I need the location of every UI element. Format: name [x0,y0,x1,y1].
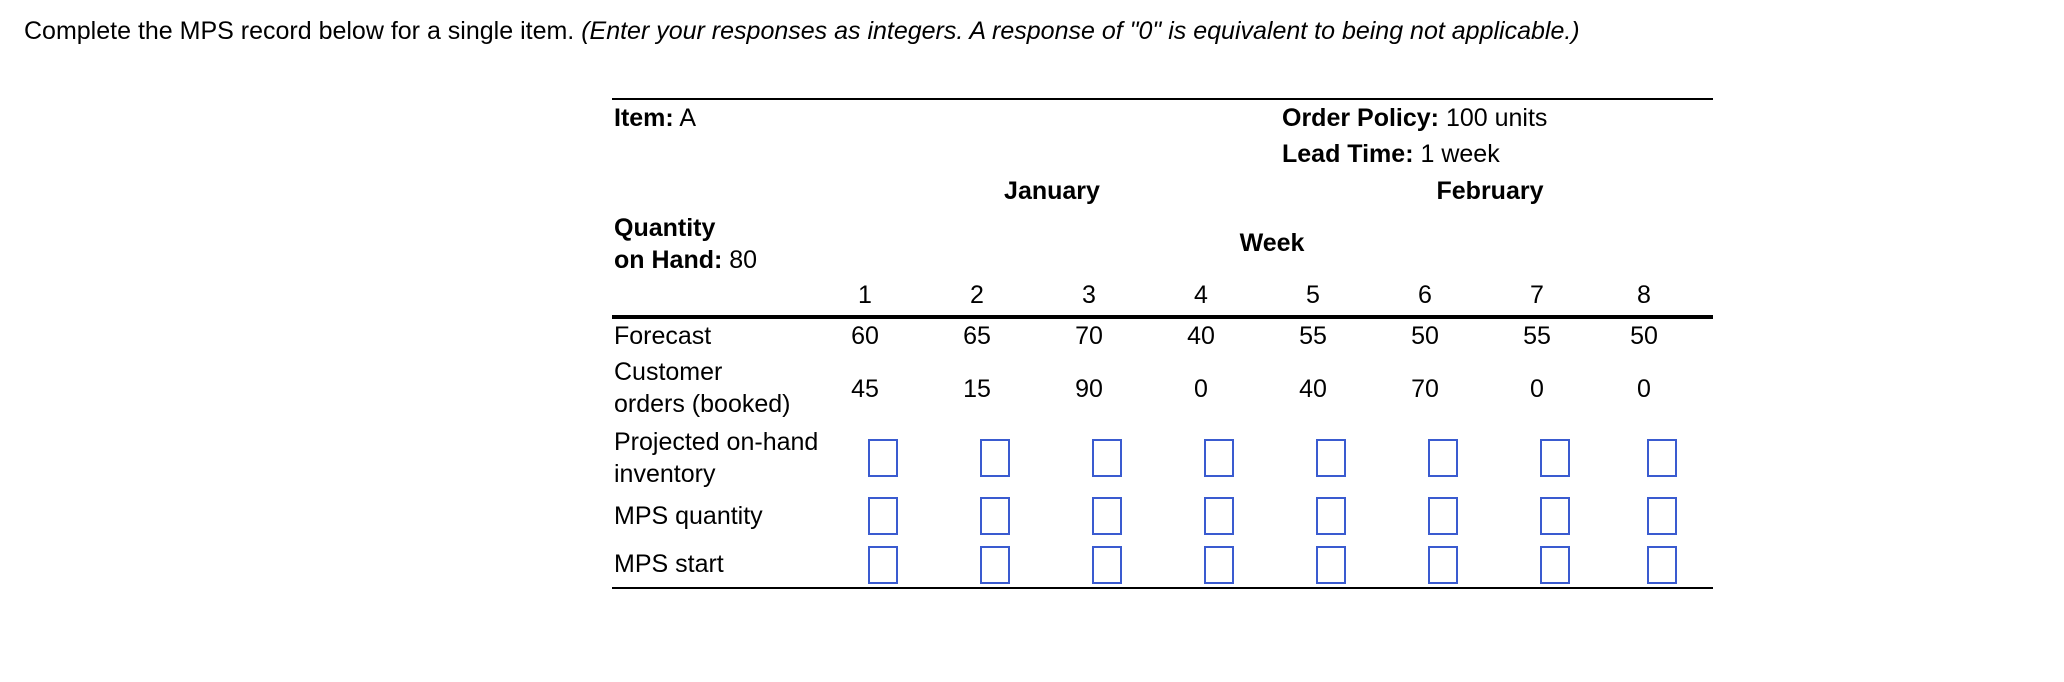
instructions-text: Complete the MPS record below for a sing… [24,17,575,45]
week-header: Week [1239,229,1305,257]
mps-start-input-week-1[interactable] [868,546,898,584]
mps-quantity-input-week-5[interactable] [1316,497,1346,535]
forecast-label: Forecast [614,322,712,350]
projected-on-hand-input-week-5[interactable] [1316,439,1346,477]
forecast-value: 50 [1411,322,1439,350]
item-info: Item: A [614,102,696,134]
week-number: 3 [1082,281,1096,309]
instructions-note: (Enter your responses as integers. A res… [581,17,1580,45]
customer-orders-value: 40 [1299,375,1327,403]
item-label: Item: [614,104,674,132]
projected-on-hand-input-week-1[interactable] [868,439,898,477]
quantity-label-line2: on Hand: [614,246,723,274]
projected-on-hand-input-week-7[interactable] [1540,439,1570,477]
order-policy-value: 100 units [1445,104,1548,132]
table-bottom-rule [612,587,1713,589]
mps-start-label: MPS start [614,550,724,578]
mps-quantity-label: MPS quantity [614,502,763,530]
lead-time-label: Lead Time: [1282,140,1414,168]
order-policy-info: Order Policy: 100 units [1282,102,1547,134]
week-number: 8 [1637,281,1651,309]
customer-orders-label-line1: Customer [614,358,723,386]
mps-quantity-input-week-2[interactable] [980,497,1010,535]
customer-orders-value: 70 [1411,375,1439,403]
customer-orders-value: 0 [1637,375,1651,403]
projected-on-hand-label-line1: Projected on-hand [614,428,819,456]
mps-quantity-input-week-4[interactable] [1204,497,1234,535]
mps-start-input-week-6[interactable] [1428,546,1458,584]
mps-start-input-week-7[interactable] [1540,546,1570,584]
forecast-value: 60 [851,322,879,350]
mps-start-input-week-3[interactable] [1092,546,1122,584]
customer-orders-label-line2: orders (booked) [614,390,791,418]
projected-on-hand-input-week-8[interactable] [1647,439,1677,477]
week-number: 5 [1306,281,1320,309]
customer-orders-value: 90 [1075,375,1103,403]
instructions: Complete the MPS record below for a sing… [24,14,1580,48]
month-february: February [1436,177,1544,205]
week-number: 2 [970,281,984,309]
mps-quantity-input-week-6[interactable] [1428,497,1458,535]
projected-on-hand-label-line2: inventory [614,460,716,488]
mps-start-input-week-8[interactable] [1647,546,1677,584]
forecast-value: 70 [1075,322,1103,350]
forecast-value: 55 [1523,322,1551,350]
week-number: 1 [858,281,872,309]
projected-on-hand-input-week-3[interactable] [1092,439,1122,477]
mps-quantity-input-week-8[interactable] [1647,497,1677,535]
mps-start-input-week-4[interactable] [1204,546,1234,584]
week-number: 6 [1418,281,1432,309]
month-january: January [1004,177,1100,205]
header-divider [612,315,1713,319]
forecast-value: 65 [963,322,991,350]
item-value: A [679,104,696,132]
mps-record: Item: A Order Policy: 100 units Lead Tim… [612,98,1713,590]
mps-start-input-week-2[interactable] [980,546,1010,584]
projected-on-hand-input-week-2[interactable] [980,439,1010,477]
quantity-on-hand: on Hand: 80 [614,244,757,276]
forecast-value: 40 [1187,322,1215,350]
table-top-rule [612,98,1713,100]
mps-quantity-input-week-7[interactable] [1540,497,1570,535]
lead-time-value: 1 week [1420,140,1500,168]
order-policy-label: Order Policy: [1282,104,1439,132]
customer-orders-value: 0 [1194,375,1208,403]
projected-on-hand-input-week-4[interactable] [1204,439,1234,477]
quantity-value: 80 [729,246,758,274]
week-number: 7 [1530,281,1544,309]
forecast-value: 50 [1630,322,1658,350]
week-number: 4 [1194,281,1208,309]
mps-start-input-week-5[interactable] [1316,546,1346,584]
mps-quantity-input-week-3[interactable] [1092,497,1122,535]
customer-orders-value: 0 [1530,375,1544,403]
quantity-label-line1: Quantity [614,214,716,242]
customer-orders-value: 15 [963,375,991,403]
mps-quantity-input-week-1[interactable] [868,497,898,535]
lead-time-info: Lead Time: 1 week [1282,138,1500,170]
customer-orders-value: 45 [851,375,879,403]
forecast-value: 55 [1299,322,1327,350]
projected-on-hand-input-week-6[interactable] [1428,439,1458,477]
